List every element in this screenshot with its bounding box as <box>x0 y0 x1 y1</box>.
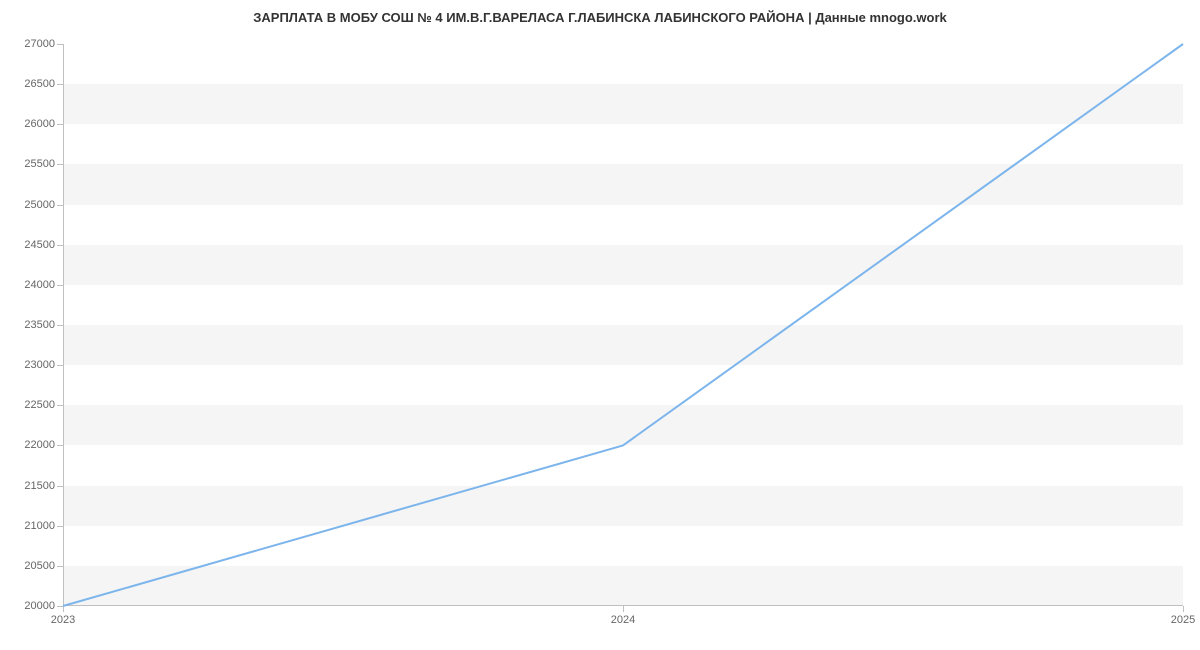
series-line <box>63 44 1183 606</box>
y-tick-label: 26000 <box>24 118 55 130</box>
x-tick-label: 2023 <box>51 614 75 626</box>
y-tick-label: 24000 <box>24 279 55 291</box>
y-tick-label: 21000 <box>24 520 55 532</box>
y-tick-label: 22500 <box>24 399 55 411</box>
y-tick-label: 23500 <box>24 319 55 331</box>
y-tick-label: 22000 <box>24 439 55 451</box>
line-series <box>63 44 1183 606</box>
y-tick-label: 20500 <box>24 560 55 572</box>
x-tick <box>63 606 64 612</box>
y-tick-label: 23000 <box>24 359 55 371</box>
y-tick-label: 26500 <box>24 78 55 90</box>
x-tick <box>623 606 624 612</box>
y-tick-label: 25000 <box>24 199 55 211</box>
x-tick-label: 2024 <box>611 614 635 626</box>
y-tick-label: 20000 <box>24 600 55 612</box>
y-tick-label: 21500 <box>24 480 55 492</box>
chart-title: ЗАРПЛАТА В МОБУ СОШ № 4 ИМ.В.Г.ВАРЕЛАСА … <box>0 0 1200 25</box>
salary-line-chart: ЗАРПЛАТА В МОБУ СОШ № 4 ИМ.В.Г.ВАРЕЛАСА … <box>0 0 1200 650</box>
y-tick-label: 27000 <box>24 38 55 50</box>
x-tick <box>1183 606 1184 612</box>
y-tick-label: 25500 <box>24 158 55 170</box>
plot-area: 2000020500210002150022000225002300023500… <box>63 44 1183 606</box>
y-tick-label: 24500 <box>24 239 55 251</box>
x-tick-label: 2025 <box>1171 614 1195 626</box>
